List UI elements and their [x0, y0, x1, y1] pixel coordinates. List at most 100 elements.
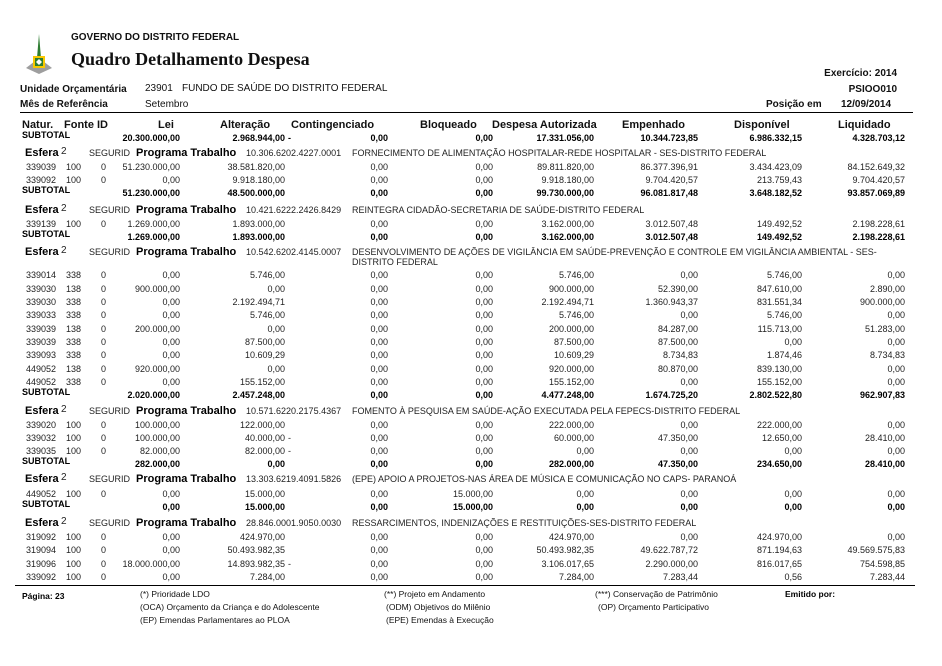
value-disponivel: 839.130,00 — [756, 364, 802, 374]
value-alteracao: 7.284,00 — [249, 572, 285, 582]
value-lei: 100.000,00 — [134, 420, 180, 430]
natureza: 339032 — [26, 433, 57, 443]
value-empenhado: 7.283,44 — [662, 572, 698, 582]
fonte: 100 — [66, 420, 82, 430]
esfera-value: 2 — [61, 146, 67, 157]
value-alteracao: 122.000,00 — [239, 420, 285, 430]
value-contingenciado: 0,00 — [370, 297, 388, 307]
value-disponivel: 1.874,46 — [766, 350, 802, 360]
col-bloqueado: Bloqueado — [420, 119, 477, 131]
esfera-label: Esfera — [25, 473, 59, 485]
id: 0 — [101, 433, 107, 443]
value-alteracao: 424.970,00 — [239, 532, 285, 542]
esfera-label: Esfera — [25, 405, 59, 417]
value-contingenciado: 0,00 — [370, 162, 388, 172]
value-disponivel: 831.551,34 — [756, 297, 802, 307]
note: (*) Prioridade LDO — [140, 589, 210, 599]
value-alteracao: 87.500,00 — [244, 337, 285, 347]
value-despesa-autorizada: 2.192.494,71 — [541, 297, 594, 307]
note: (EP) Emendas Parlamentares ao PLOA — [140, 615, 290, 625]
value-disponivel: 816.017,65 — [756, 559, 802, 569]
value-liquidado: 2.890,00 — [869, 284, 905, 294]
value-bloqueado: 0,00 — [475, 532, 493, 542]
value-bloqueado: 0,00 — [475, 420, 493, 430]
note: (OCA) Orçamento da Criança e do Adolesce… — [140, 602, 320, 612]
subtotal-label: SUBTOTAL — [22, 185, 71, 195]
segment: SEGURID — [89, 148, 131, 158]
value-disponivel: 3.434.423,09 — [749, 162, 802, 172]
value-lei: 82.000,00 — [139, 446, 180, 456]
value-despesa-autorizada: 282.000,00 — [548, 459, 594, 469]
esfera-label: Esfera — [25, 246, 59, 258]
fonte: 100 — [66, 572, 82, 582]
value-liquidado: 754.598,85 — [859, 559, 905, 569]
value-contingenciado: 0,00 — [370, 232, 388, 242]
fonte: 338 — [66, 310, 82, 320]
value-empenhado: 9.704.420,57 — [645, 175, 698, 185]
note: (**) Projeto em Andamento — [384, 589, 486, 599]
value-contingenciado: 0,00 — [370, 572, 388, 582]
id: 0 — [101, 175, 107, 185]
esfera-value: 2 — [61, 245, 67, 256]
fonte: 338 — [66, 270, 82, 280]
programa-code: 10.542.6202.4145.0007 — [246, 247, 342, 257]
id: 0 — [101, 219, 107, 229]
value-disponivel: 115.713,00 — [757, 324, 802, 334]
value-empenhado: 52.390,00 — [657, 284, 698, 294]
value-empenhado: 47.350,00 — [657, 459, 698, 469]
esfera-value: 2 — [61, 472, 67, 483]
value-despesa-autorizada: 3.106.017,65 — [541, 559, 594, 569]
programa-code: 28.846.0001.9050.0030 — [246, 518, 342, 528]
value-alteracao: 2.968.944,00 — [232, 133, 285, 143]
value-empenhado: 0,00 — [680, 446, 698, 456]
value-alteracao: 38.581.820,00 — [227, 162, 285, 172]
unidade-name: FUNDO DE SAÚDE DO DISTRITO FEDERAL — [182, 83, 388, 94]
value-bloqueado: 0,00 — [475, 572, 493, 582]
page-number: Página: 23 — [22, 591, 65, 601]
value-disponivel: 0,00 — [784, 502, 802, 512]
fonte: 100 — [66, 175, 82, 185]
value-despesa-autorizada: 5.746,00 — [558, 310, 594, 320]
value-contingenciado: 0,00 — [370, 390, 388, 400]
value-disponivel: 6.986.332,15 — [749, 133, 802, 143]
fonte: 138 — [66, 364, 82, 374]
value-liquidado: 900.000,00 — [859, 297, 905, 307]
negative-sign: - — [288, 133, 291, 143]
natureza: 339139 — [26, 219, 57, 229]
unidade-code: 23901 — [145, 83, 173, 94]
value-liquidado: 7.283,44 — [869, 572, 905, 582]
note: (ODM) Objetivos do Milênio — [386, 602, 491, 612]
value-empenhado: 47.350,00 — [657, 433, 698, 443]
value-liquidado: 8.734,83 — [869, 350, 905, 360]
value-despesa-autorizada: 89.811.820,00 — [537, 162, 594, 172]
value-alteracao: 50.493.982,35 — [227, 545, 285, 555]
value-despesa-autorizada: 0,00 — [576, 489, 594, 499]
value-contingenciado: 0,00 — [370, 133, 388, 143]
value-lei: 900.000,00 — [134, 284, 180, 294]
value-lei: 51.230.000,00 — [122, 162, 180, 172]
value-despesa-autorizada: 10.609,29 — [553, 350, 594, 360]
programa-code: 10.421.6222.2426.8429 — [246, 205, 342, 215]
id: 0 — [101, 284, 107, 294]
esfera-value: 2 — [61, 516, 67, 527]
value-alteracao: 5.746,00 — [249, 270, 285, 280]
value-bloqueado: 0,00 — [475, 390, 493, 400]
value-liquidado: 28.410,00 — [864, 459, 905, 469]
value-lei: 0,00 — [162, 270, 180, 280]
value-contingenciado: 0,00 — [370, 350, 388, 360]
natureza: 339039 — [26, 162, 57, 172]
fonte: 138 — [66, 324, 82, 334]
value-liquidado: 0,00 — [887, 310, 905, 320]
col-despesa-autorizada: Despesa Autorizada — [492, 119, 597, 131]
value-empenhado: 1.360.943,37 — [645, 297, 698, 307]
value-disponivel: 0,00 — [784, 446, 802, 456]
posicao-value: 12/09/2014 — [841, 99, 892, 110]
value-liquidado: 28.410,00 — [864, 433, 905, 443]
value-bloqueado: 0,00 — [475, 545, 493, 555]
value-contingenciado: 0,00 — [370, 310, 388, 320]
value-empenhado: 0,00 — [680, 532, 698, 542]
col-fonte-id: Fonte ID — [64, 119, 108, 131]
value-contingenciado: 0,00 — [370, 446, 388, 456]
esfera-value: 2 — [61, 203, 67, 214]
